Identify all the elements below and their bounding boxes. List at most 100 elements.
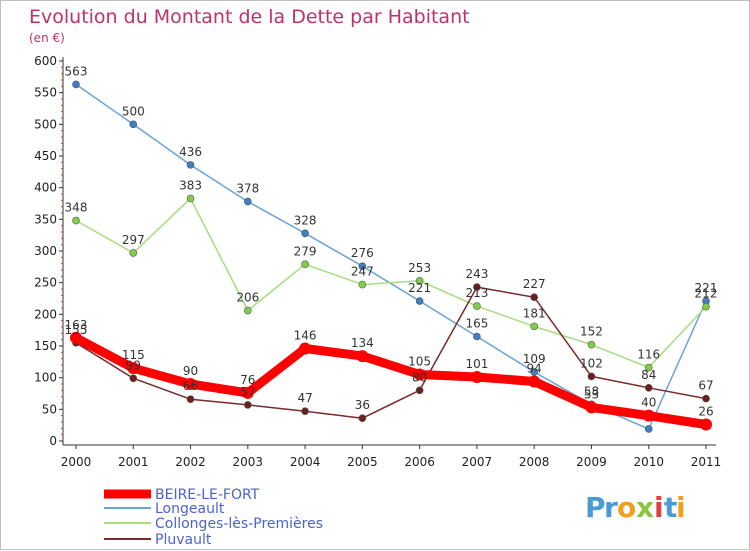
- data-point: [702, 394, 710, 403]
- data-label: 40: [641, 396, 656, 410]
- data-point: [186, 194, 195, 203]
- data-label: 58: [584, 384, 599, 398]
- data-label: 563: [65, 64, 88, 78]
- series-line-pluvault: [75, 286, 707, 419]
- data-label: 84: [641, 368, 656, 382]
- data-label: 155: [65, 323, 88, 337]
- data-point: [299, 342, 312, 355]
- x-tick-label: 2008: [519, 455, 550, 469]
- data-label: 36: [355, 398, 370, 412]
- data-label: 94: [527, 361, 542, 375]
- data-point: [244, 197, 252, 206]
- y-tick-label: 250: [34, 276, 57, 290]
- svg-text:t: t: [664, 491, 677, 524]
- data-label: 76: [240, 373, 255, 387]
- data-label: 26: [698, 405, 713, 419]
- y-tick-label: 0: [49, 434, 57, 448]
- data-label: 163: [65, 318, 88, 332]
- data-label: 80: [412, 370, 427, 384]
- data-point: [587, 340, 596, 349]
- data-point: [358, 414, 367, 423]
- data-point: [530, 293, 538, 302]
- data-point: [473, 332, 481, 341]
- data-point: [473, 302, 481, 310]
- data-point: [244, 401, 252, 409]
- data-point: [129, 374, 138, 383]
- data-point: [301, 407, 309, 416]
- series-layer: [70, 80, 712, 433]
- chart-title: Evolution du Montant de la Dette par Hab…: [29, 6, 470, 28]
- svg-text:r: r: [604, 491, 618, 524]
- data-point: [129, 120, 138, 129]
- data-label: 212: [695, 287, 718, 301]
- data-label: 67: [698, 379, 713, 393]
- data-point: [587, 372, 596, 381]
- x-tick-label: 2000: [61, 455, 92, 469]
- svg-text:o: o: [617, 491, 636, 524]
- series-line-collonges-l-s-premi-res: [75, 197, 707, 369]
- data-label: 378: [236, 182, 259, 196]
- data-label: 213: [465, 286, 488, 300]
- data-point: [700, 418, 712, 431]
- data-label: 328: [294, 213, 317, 227]
- x-tick-label: 2004: [290, 455, 321, 469]
- data-label: 152: [580, 325, 603, 339]
- data-label: 99: [126, 358, 141, 372]
- legend-label-collonges: Collonges-lès-Premières: [155, 516, 323, 532]
- data-label: 105: [408, 355, 431, 369]
- data-point: [415, 297, 424, 305]
- legend: BEIRE-LE-FORT Longeault Collonges-lès-Pr…: [104, 487, 323, 548]
- data-label: 115: [122, 348, 145, 362]
- data-point: [702, 302, 710, 311]
- x-tick-label: 2002: [175, 455, 206, 469]
- data-label: 500: [122, 104, 145, 118]
- data-label: 227: [523, 277, 546, 291]
- data-label: 53: [584, 387, 599, 401]
- series-line-beire-le-fort: [71, 333, 711, 429]
- y-tick-label: 100: [34, 371, 57, 385]
- y-tick-label: 300: [34, 244, 57, 258]
- y-tick-label: 400: [34, 181, 57, 195]
- y-tick-label: 50: [42, 402, 57, 416]
- data-point: [644, 363, 653, 372]
- data-point: [470, 371, 483, 384]
- x-tick-label: 2005: [347, 455, 378, 469]
- data-label: 165: [465, 317, 488, 331]
- data-label: 102: [580, 356, 603, 370]
- y-tick-label: 350: [34, 212, 57, 226]
- y-tick-label: 550: [34, 86, 57, 100]
- y-tick-label: 450: [34, 149, 57, 163]
- data-point: [415, 276, 424, 285]
- x-tick-label: 2007: [462, 455, 493, 469]
- data-point: [473, 283, 481, 291]
- x-tick-label: 2003: [233, 455, 264, 469]
- data-point: [644, 383, 653, 392]
- data-point: [530, 322, 538, 331]
- data-point: [356, 350, 369, 363]
- proxiti-logo: P r o x i t i: [585, 491, 686, 524]
- data-point: [186, 395, 195, 404]
- data-point: [644, 425, 653, 433]
- data-label: 276: [351, 246, 374, 260]
- y-tick-label: 150: [34, 339, 57, 353]
- legend-label-longeault: Longeault: [155, 501, 225, 517]
- svg-text:P: P: [585, 491, 606, 524]
- legend-label-beire-le-fort: BEIRE-LE-FORT: [155, 487, 260, 503]
- data-label: 206: [236, 291, 259, 305]
- data-label: 221: [408, 281, 431, 295]
- data-point: [585, 401, 598, 414]
- data-point: [415, 386, 424, 395]
- data-label: 109: [523, 352, 546, 366]
- y-tick-label: 500: [34, 117, 57, 131]
- x-tick-label: 2011: [691, 455, 722, 469]
- data-point: [244, 306, 252, 315]
- data-label: 134: [351, 336, 374, 350]
- data-label: 279: [294, 244, 317, 258]
- data-point: [358, 262, 367, 271]
- data-point: [528, 375, 541, 388]
- data-label: 297: [122, 233, 145, 247]
- data-point: [72, 216, 80, 225]
- data-point: [184, 378, 197, 390]
